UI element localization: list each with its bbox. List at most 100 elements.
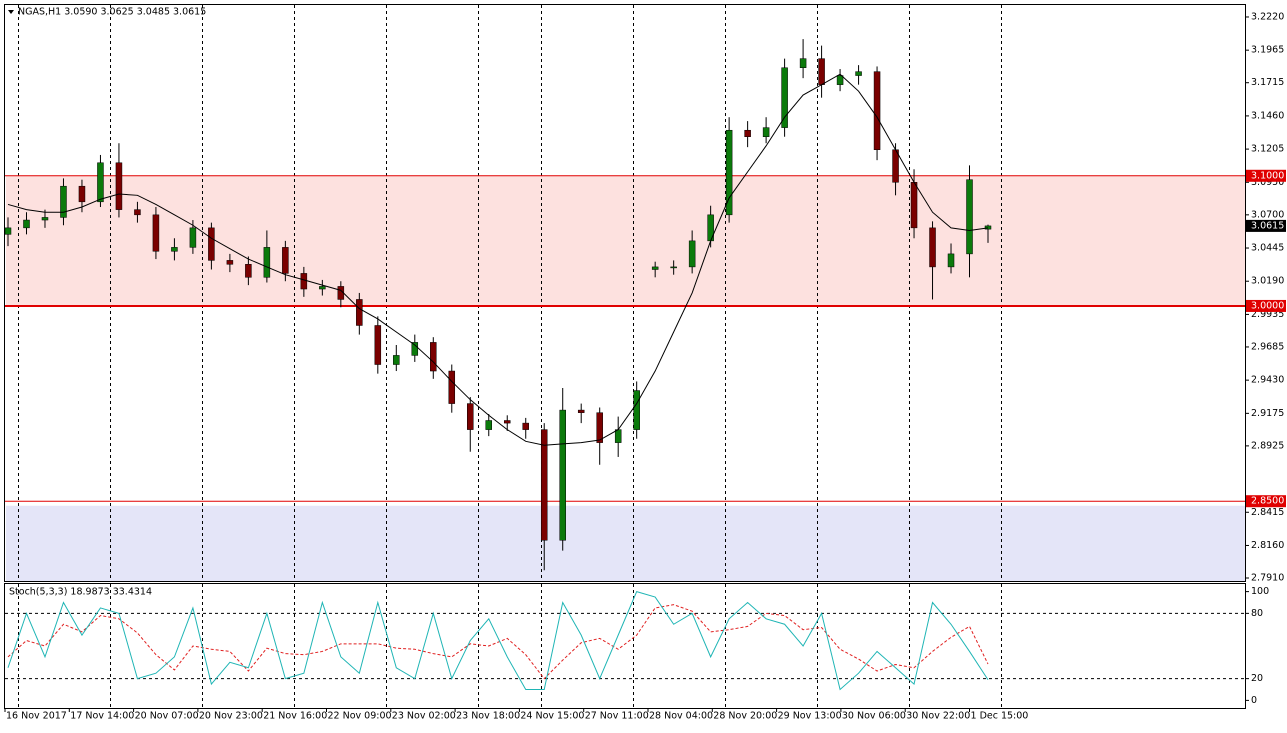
candle-body: [670, 266, 677, 269]
candle-body: [134, 209, 141, 216]
y-tick-label: 3.1205: [1251, 144, 1284, 155]
candle-body: [522, 422, 529, 430]
candle-body: [411, 342, 419, 356]
y-tick-label: 3.0190: [1251, 276, 1284, 287]
candle-body: [319, 286, 326, 290]
candle-body: [393, 355, 400, 365]
candle-body: [966, 179, 973, 255]
candle-body: [892, 149, 899, 183]
y-tick-label: 2.7910: [1251, 573, 1284, 584]
candle-body: [430, 342, 437, 372]
candle-body: [781, 67, 788, 128]
candle-body: [152, 214, 160, 252]
stoch-y-tick-label: 100: [1251, 586, 1269, 597]
candle-body: [171, 247, 178, 252]
candle-body: [41, 217, 49, 221]
menu-arrow[interactable]: [8, 10, 14, 14]
stoch-main: [7, 591, 989, 691]
y-tick-label: 2.8925: [1251, 440, 1284, 451]
y-tick-label: 3.1460: [1251, 110, 1284, 121]
level-tag: [1246, 299, 1286, 312]
candle-body: [559, 409, 566, 541]
candle-body: [799, 58, 807, 68]
candle-body: [503, 420, 511, 424]
candle-body: [744, 129, 751, 137]
candle-body: [4, 227, 12, 235]
candle-body: [725, 129, 733, 216]
candle-body: [633, 390, 640, 430]
candle-body: [23, 219, 30, 229]
y-tick-label: 3.0445: [1251, 243, 1284, 254]
candle-body: [60, 185, 67, 218]
stoch-title: Stoch(5,3,3) 18.9873 33.4314: [9, 587, 152, 598]
candle-body: [855, 71, 862, 76]
y-tick-label: 2.9935: [1251, 309, 1284, 320]
candle-body: [374, 325, 382, 365]
y-tick-label: 3.1965: [1251, 45, 1284, 56]
candle-body: [485, 420, 493, 430]
y-tick-label: 3.1715: [1251, 77, 1284, 88]
candle-body: [540, 429, 548, 541]
candle-body: [762, 127, 770, 137]
stoch-y-tick-label: 80: [1251, 608, 1263, 619]
x-tick-label: 20 Nov 23:00: [199, 711, 263, 722]
candle-body: [929, 227, 936, 268]
stoch-y-tick-label: 20: [1251, 673, 1263, 684]
x-tick-label: 23 Nov 02:00: [392, 711, 456, 722]
main-panel-frame: [4, 4, 1246, 582]
candle-body: [984, 225, 992, 230]
y-tick-label: 3.2220: [1251, 11, 1284, 22]
y-tick-label: 3.0700: [1251, 209, 1284, 220]
candle-body: [614, 429, 622, 443]
stoch-panel-frame: [4, 583, 1246, 709]
candle-body: [115, 162, 123, 210]
x-tick-label: 30 Nov 22:00: [906, 711, 970, 722]
candle-body: [651, 266, 659, 270]
candle-body: [97, 162, 104, 203]
x-tick-label: 27 Nov 11:00: [585, 711, 649, 722]
x-tick-label: 22 Nov 09:00: [328, 711, 392, 722]
candle-body: [818, 58, 825, 85]
x-tick-label: 30 Nov 06:00: [842, 711, 906, 722]
stoch-y-tick-label: 0: [1251, 695, 1257, 706]
y-tick-label: 2.9685: [1251, 341, 1284, 352]
y-tick-label: 2.9175: [1251, 408, 1284, 419]
candle-body: [836, 75, 844, 85]
zone: [6, 505, 1245, 581]
candle-body: [448, 370, 456, 404]
level-label: 3.0000: [1251, 300, 1284, 311]
y-tick-label: 2.9430: [1251, 375, 1284, 386]
candle-body: [263, 247, 271, 278]
x-tick-label: 1 Dec 15:00: [971, 711, 1029, 722]
level-label: 3.1000: [1251, 170, 1284, 181]
candle-body: [245, 264, 252, 278]
candle-body: [688, 240, 696, 268]
candle-body: [208, 227, 215, 261]
last-price-tag: [1246, 219, 1286, 232]
candle-body: [300, 273, 308, 290]
x-tick-label: 28 Nov 20:00: [713, 711, 777, 722]
candle-body: [78, 185, 86, 203]
level-tag: [1246, 169, 1286, 182]
candle-body: [596, 412, 603, 443]
x-tick-label: 24 Nov 15:00: [520, 711, 584, 722]
x-tick-label: 21 Nov 16:00: [263, 711, 327, 722]
candle-body: [947, 253, 955, 268]
last-price-label: 3.0615: [1251, 220, 1284, 231]
stoch-signal: [7, 604, 989, 680]
candle-body: [577, 409, 585, 413]
chart-title: NGAS,H1 3.0590 3.0625 3.0485 3.0615: [18, 7, 206, 18]
x-tick-label: 29 Nov 13:00: [778, 711, 842, 722]
x-tick-label: 16 Nov 2017: [6, 711, 67, 722]
candle-body: [467, 403, 474, 430]
x-tick-label: 20 Nov 07:00: [135, 711, 199, 722]
level-tag: [1246, 495, 1286, 508]
candle-body: [189, 227, 197, 248]
y-tick-label: 2.8160: [1251, 540, 1284, 551]
candle-body: [873, 71, 881, 150]
x-tick-label: 23 Nov 18:00: [456, 711, 520, 722]
candle-body: [282, 247, 289, 274]
candle-body: [910, 182, 918, 229]
y-tick-label: 3.0950: [1251, 177, 1284, 188]
